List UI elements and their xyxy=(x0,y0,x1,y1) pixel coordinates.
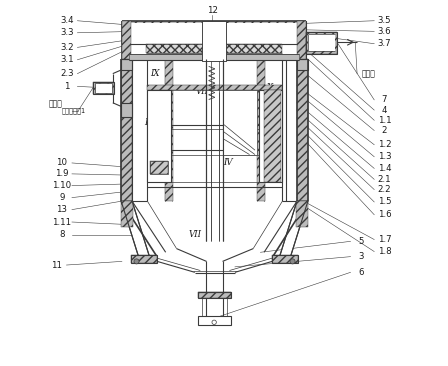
Text: III: III xyxy=(223,138,233,147)
Polygon shape xyxy=(121,201,149,256)
Bar xyxy=(146,44,282,53)
Circle shape xyxy=(134,259,139,264)
Text: VIII: VIII xyxy=(196,87,212,96)
Bar xyxy=(306,32,337,53)
Bar xyxy=(131,255,157,263)
Bar xyxy=(165,59,173,201)
Text: II: II xyxy=(266,171,273,180)
Text: 7: 7 xyxy=(382,96,387,104)
Text: 2.3: 2.3 xyxy=(60,69,74,78)
Circle shape xyxy=(290,259,295,264)
Bar xyxy=(121,201,133,227)
Circle shape xyxy=(212,320,216,325)
Text: 3.7: 3.7 xyxy=(378,39,391,48)
Text: X: X xyxy=(267,83,273,92)
Text: 11: 11 xyxy=(51,261,62,269)
Bar xyxy=(93,82,114,94)
Text: 3: 3 xyxy=(358,252,363,261)
Text: 1.1: 1.1 xyxy=(378,116,391,125)
Bar xyxy=(258,90,282,182)
Bar xyxy=(223,90,257,154)
Text: I: I xyxy=(269,148,272,157)
Polygon shape xyxy=(121,59,132,70)
Bar xyxy=(150,161,168,174)
Bar xyxy=(122,21,306,44)
Text: 1.3: 1.3 xyxy=(378,152,391,161)
Bar xyxy=(147,90,171,182)
Text: 1.11: 1.11 xyxy=(52,217,71,227)
Bar xyxy=(129,54,299,60)
Text: 1.2: 1.2 xyxy=(378,140,391,149)
Text: IV: IV xyxy=(223,158,233,168)
Text: 3.6: 3.6 xyxy=(378,27,391,36)
Bar xyxy=(131,255,157,263)
Text: 出气口: 出气口 xyxy=(362,69,376,78)
Bar xyxy=(296,201,308,227)
Polygon shape xyxy=(280,201,308,256)
Text: 12: 12 xyxy=(207,6,218,15)
Bar xyxy=(147,85,282,90)
Text: 2: 2 xyxy=(382,126,387,135)
Text: 1.8: 1.8 xyxy=(378,247,391,256)
Bar xyxy=(257,59,265,201)
Bar xyxy=(272,255,298,263)
Bar xyxy=(122,21,131,59)
Polygon shape xyxy=(121,103,132,117)
Bar xyxy=(264,90,280,182)
Bar xyxy=(150,161,168,174)
Text: VII: VII xyxy=(188,229,201,239)
Text: 1.9: 1.9 xyxy=(55,169,69,178)
Bar xyxy=(93,82,114,94)
Bar xyxy=(297,59,308,201)
Text: 5: 5 xyxy=(358,237,363,246)
Bar xyxy=(272,255,298,263)
Text: 1.10: 1.10 xyxy=(52,181,71,190)
Bar xyxy=(297,21,306,59)
Text: V: V xyxy=(209,175,215,184)
Text: 8: 8 xyxy=(59,230,65,239)
Text: IX: IX xyxy=(150,69,159,78)
Bar xyxy=(207,59,223,241)
Text: IX: IX xyxy=(145,118,154,127)
Text: 1.6: 1.6 xyxy=(378,210,391,219)
Bar xyxy=(198,292,231,298)
Text: 13: 13 xyxy=(56,205,67,214)
Text: VI: VI xyxy=(152,150,162,159)
Text: 3.4: 3.4 xyxy=(60,16,74,25)
Bar xyxy=(95,83,112,93)
Polygon shape xyxy=(297,59,308,70)
Text: 4: 4 xyxy=(382,105,387,115)
Text: 2.2: 2.2 xyxy=(378,185,391,194)
Text: 2.1: 2.1 xyxy=(378,175,391,184)
Bar xyxy=(202,21,226,61)
Text: 3.2: 3.2 xyxy=(60,43,74,52)
Text: 3.1: 3.1 xyxy=(60,55,74,64)
Text: 3.3: 3.3 xyxy=(60,28,74,37)
Text: 1.5: 1.5 xyxy=(378,198,391,206)
Text: 1: 1 xyxy=(65,82,70,91)
Bar xyxy=(198,316,231,325)
Bar xyxy=(308,34,335,51)
Text: 3.5: 3.5 xyxy=(378,16,391,25)
Text: 1.4: 1.4 xyxy=(378,164,391,173)
Bar xyxy=(129,23,299,59)
Text: 10: 10 xyxy=(56,158,67,168)
Bar xyxy=(306,32,337,53)
Text: 6: 6 xyxy=(358,268,363,277)
Bar xyxy=(198,292,231,298)
Text: 9: 9 xyxy=(59,193,65,202)
Text: 1.7: 1.7 xyxy=(378,235,391,244)
Bar xyxy=(121,59,132,201)
Text: 切向进气口1: 切向进气口1 xyxy=(62,108,86,114)
Text: 进气口: 进气口 xyxy=(48,99,62,108)
